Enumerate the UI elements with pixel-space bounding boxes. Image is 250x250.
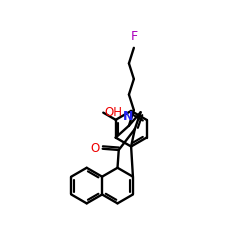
Text: F: F: [131, 30, 138, 43]
Text: N: N: [123, 110, 133, 123]
Text: OH: OH: [104, 106, 122, 119]
Text: O: O: [90, 142, 100, 155]
